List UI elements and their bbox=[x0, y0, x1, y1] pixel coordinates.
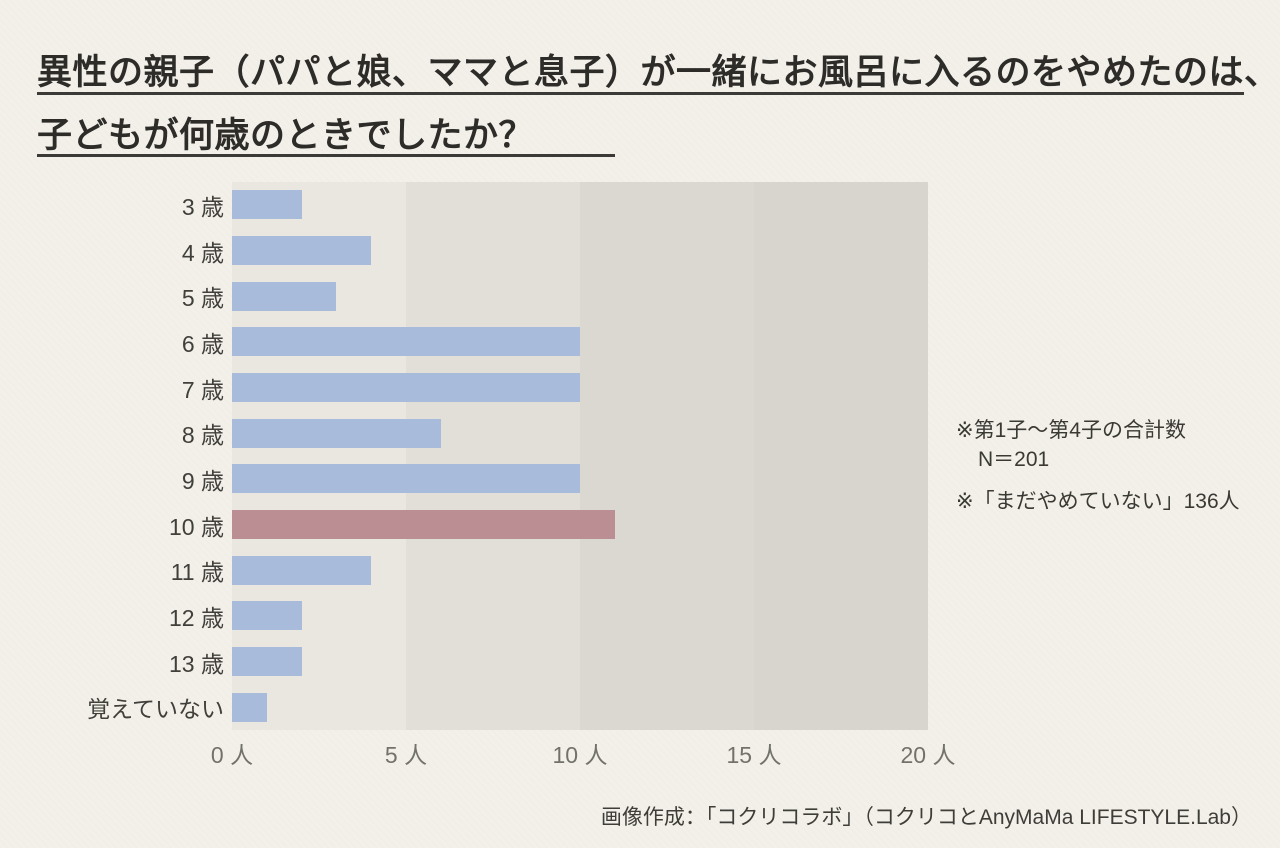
category-label: 9 歳 bbox=[181, 467, 224, 494]
bar-row bbox=[232, 273, 928, 319]
bar bbox=[232, 692, 267, 722]
bar bbox=[232, 236, 372, 265]
bar bbox=[232, 464, 580, 494]
bar-row bbox=[232, 410, 928, 456]
x-axis: 0 人 5 人 10 人 15 人 20 人 bbox=[211, 736, 956, 770]
bar bbox=[232, 555, 372, 585]
bar bbox=[232, 373, 580, 403]
bar bbox=[232, 601, 302, 631]
x-axis-tick-label: 5 人 bbox=[384, 742, 428, 768]
bar-row bbox=[232, 547, 928, 593]
category-label: 覚えていない bbox=[87, 696, 224, 723]
category-label: 11 歳 bbox=[170, 559, 224, 586]
bar bbox=[232, 418, 441, 448]
category-label: 4 歳 bbox=[181, 239, 224, 266]
category-label: 8 歳 bbox=[181, 422, 224, 449]
annotation-sample-size: N＝201 bbox=[978, 448, 1050, 472]
annotation-total-note: ※第1子～第4子の合計数 bbox=[956, 419, 1186, 442]
bar-row bbox=[232, 684, 928, 730]
x-axis-tick-label: 15 人 bbox=[726, 742, 782, 768]
page-title-line-2: 子どもが何歳のときでしたか？ bbox=[37, 116, 535, 155]
bar-row bbox=[232, 593, 928, 639]
bar-row bbox=[232, 456, 928, 502]
page-title-line-1: 異性の親子（パパと娘、ママと息子）が一緒にお風呂に入るのをやめたのは、 bbox=[37, 53, 1280, 92]
bar bbox=[232, 281, 337, 311]
bar-row bbox=[232, 319, 928, 365]
category-label: 3 歳 bbox=[181, 193, 224, 220]
title-underline-2 bbox=[37, 154, 615, 157]
bar-chart-plot-area bbox=[232, 182, 928, 730]
bar-row bbox=[232, 502, 928, 548]
x-axis-tick-label: 20 人 bbox=[900, 742, 956, 768]
chart-annotations: ※第1子～第4子の合計数 N＝201 ※「まだやめていない」136人 bbox=[956, 418, 1240, 515]
title-underline-1 bbox=[37, 92, 1244, 95]
category-label: 13 歳 bbox=[169, 650, 224, 677]
bar-row bbox=[232, 228, 928, 274]
bar bbox=[232, 647, 302, 677]
category-label: 5 歳 bbox=[181, 285, 224, 312]
highlighted-bar bbox=[232, 510, 615, 540]
bar bbox=[232, 190, 302, 220]
x-axis-tick-label: 0 人 bbox=[210, 742, 254, 768]
category-label: 10 歳 bbox=[169, 513, 224, 540]
x-axis-tick-label: 10 人 bbox=[552, 742, 608, 768]
annotation-not-stopped-note: ※「まだやめていない」136人 bbox=[956, 489, 1240, 513]
bar-row bbox=[232, 639, 928, 685]
category-label: 6 歳 bbox=[181, 330, 224, 357]
category-label: 7 歳 bbox=[181, 376, 224, 403]
bar-row bbox=[232, 365, 928, 411]
bar-row bbox=[232, 182, 928, 228]
y-axis-category-labels: 3 歳 4 歳 5 歳 6 歳 7 歳 8 歳 9 歳 10 歳 11 歳 12 歳 13 歳覚えて… bbox=[0, 182, 224, 730]
category-label: 12 歳 bbox=[169, 604, 224, 631]
image-credit: 画像作成：「コクリコラボ」（コクリコとAnyMaMa LIFESTYLE.Lab… bbox=[600, 806, 1252, 829]
bar bbox=[232, 327, 580, 357]
